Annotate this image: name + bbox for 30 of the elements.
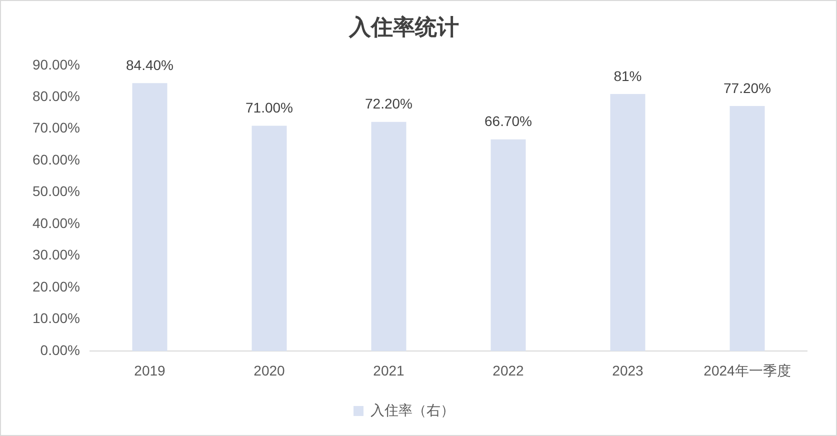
data-label: 71.00% bbox=[246, 100, 293, 116]
data-label: 66.70% bbox=[484, 113, 532, 130]
y-tick-label: 70.00% bbox=[32, 120, 80, 136]
chart-title: 入住率统计 bbox=[348, 14, 459, 40]
y-tick-label: 0.00% bbox=[40, 342, 80, 358]
data-label: 72.20% bbox=[365, 96, 412, 112]
x-tick-label: 2021 bbox=[373, 362, 405, 378]
x-tick-label: 2023 bbox=[612, 362, 644, 378]
y-tick-label: 60.00% bbox=[32, 151, 80, 168]
y-tick-label: 20.00% bbox=[32, 278, 80, 294]
bar bbox=[490, 139, 526, 351]
bar bbox=[132, 83, 168, 351]
x-tick-label: 2020 bbox=[254, 362, 286, 378]
x-tick-label: 2019 bbox=[134, 362, 166, 378]
legend-label: 入住率（右） bbox=[370, 402, 454, 418]
y-tick-label: 30.00% bbox=[32, 246, 80, 263]
data-label: 77.20% bbox=[724, 80, 771, 96]
y-tick-label: 40.00% bbox=[32, 214, 80, 231]
bar bbox=[371, 122, 406, 351]
x-tick-label: 2024年一季度 bbox=[704, 362, 791, 378]
data-label: 81% bbox=[614, 68, 642, 84]
y-tick-label: 10.00% bbox=[32, 310, 80, 326]
bar bbox=[252, 126, 287, 351]
data-label: 84.40% bbox=[126, 57, 174, 74]
y-tick-label: 90.00% bbox=[32, 56, 80, 72]
bar bbox=[610, 94, 646, 351]
x-tick-label: 2022 bbox=[492, 362, 524, 378]
y-tick-label: 80.00% bbox=[32, 88, 80, 104]
y-tick-label: 50.00% bbox=[32, 183, 80, 200]
bar bbox=[730, 106, 765, 351]
